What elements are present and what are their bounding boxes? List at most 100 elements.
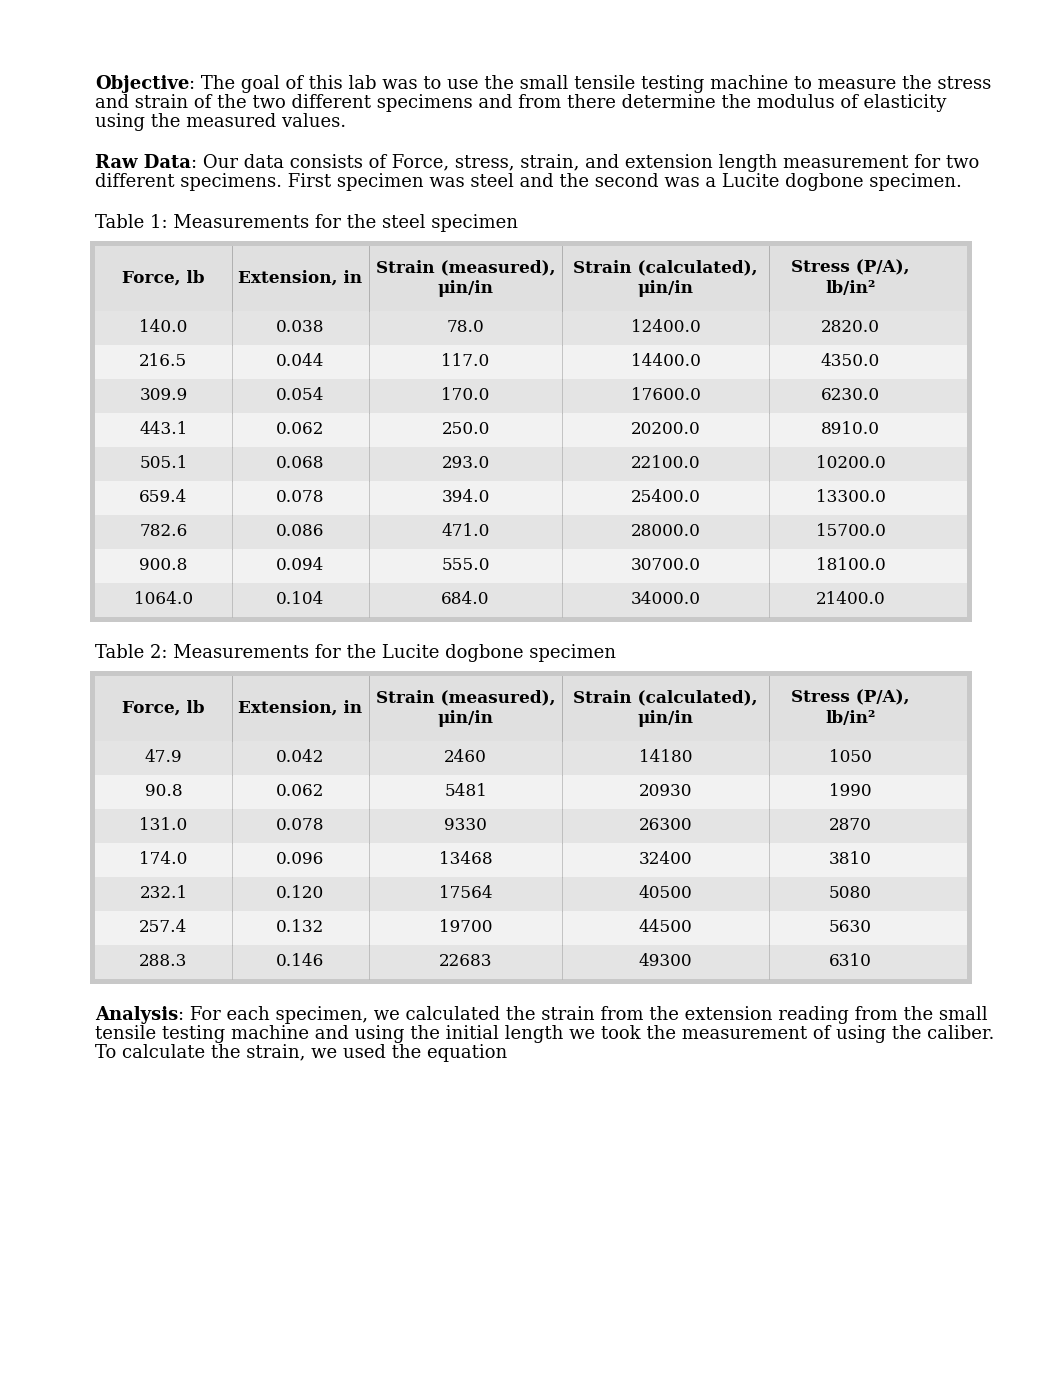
Text: 232.1: 232.1 [139,886,188,903]
Bar [95,549,967,583]
Text: 0.120: 0.120 [276,886,325,903]
Text: 30700.0: 30700.0 [631,557,701,575]
Text: 0.146: 0.146 [276,954,325,970]
Text: 2870: 2870 [829,817,872,834]
Text: 25400.0: 25400.0 [631,490,701,506]
Text: 117.0: 117.0 [442,354,490,370]
Text: 0.038: 0.038 [276,319,325,337]
Text: 2460: 2460 [444,750,487,766]
Text: 1064.0: 1064.0 [134,592,193,608]
Text: Extension, in: Extension, in [238,270,362,288]
Text: Table 1: Measurements for the steel specimen: Table 1: Measurements for the steel spec… [95,215,518,233]
Text: 10200.0: 10200.0 [816,455,886,472]
Text: : For each specimen, we calculated the strain from the extension reading from th: : For each specimen, we calculated the s… [178,1006,988,1024]
Text: Strain (calculated),
μin/in: Strain (calculated), μin/in [573,260,758,297]
Text: Objective: Objective [95,76,189,94]
Text: Stress (P/A),
lb/in²: Stress (P/A), lb/in² [791,260,910,297]
Text: 19700: 19700 [439,919,493,937]
Text: 26300: 26300 [639,817,692,834]
Text: 131.0: 131.0 [139,817,188,834]
Bar [95,775,967,809]
Bar [95,246,967,616]
Bar [95,583,967,616]
Text: 12400.0: 12400.0 [631,319,701,337]
Text: 394.0: 394.0 [442,490,490,506]
Text: Raw Data: Raw Data [95,154,191,172]
Text: 0.054: 0.054 [276,388,325,405]
Text: : Our data consists of Force, stress, strain, and extension length measurement f: : Our data consists of Force, stress, st… [191,154,979,172]
Text: 257.4: 257.4 [139,919,188,937]
Bar [95,809,967,843]
Text: 20200.0: 20200.0 [631,421,701,439]
Text: 250.0: 250.0 [442,421,490,439]
Bar [95,345,967,378]
Text: 0.086: 0.086 [276,523,325,541]
Text: 8910.0: 8910.0 [821,421,880,439]
Text: 782.6: 782.6 [139,523,188,541]
Text: 6230.0: 6230.0 [821,388,880,405]
Text: 0.042: 0.042 [276,750,325,766]
Text: 505.1: 505.1 [139,455,188,472]
Text: 0.132: 0.132 [276,919,325,937]
Text: 5630: 5630 [829,919,872,937]
Bar [95,877,967,911]
Text: 170.0: 170.0 [442,388,490,405]
Text: 216.5: 216.5 [139,354,188,370]
Text: 20930: 20930 [639,783,692,801]
Text: : The goal of this lab was to use the small tensile testing machine to measure t: : The goal of this lab was to use the sm… [189,76,992,94]
Bar [95,843,967,877]
Bar [95,482,967,515]
Text: 5481: 5481 [444,783,487,801]
Text: 40500: 40500 [639,886,692,903]
Text: 684.0: 684.0 [442,592,490,608]
Text: 0.094: 0.094 [276,557,325,575]
Text: Strain (measured),
μin/in: Strain (measured), μin/in [376,689,555,728]
Text: 140.0: 140.0 [139,319,188,337]
Text: 13300.0: 13300.0 [816,490,886,506]
Text: 174.0: 174.0 [139,852,188,868]
Bar [95,676,967,742]
Bar [95,515,967,549]
FancyBboxPatch shape [90,671,972,984]
Text: Force, lb: Force, lb [122,270,205,288]
Text: 1990: 1990 [829,783,872,801]
Text: 0.104: 0.104 [276,592,325,608]
Text: Strain (calculated),
μin/in: Strain (calculated), μin/in [573,689,758,728]
Text: 471.0: 471.0 [442,523,490,541]
Text: 9330: 9330 [444,817,487,834]
Text: 0.062: 0.062 [276,421,325,439]
Text: Strain (measured),
μin/in: Strain (measured), μin/in [376,260,555,297]
Text: 0.062: 0.062 [276,783,325,801]
Text: 49300: 49300 [639,954,692,970]
Text: using the measured values.: using the measured values. [95,113,346,131]
Text: 309.9: 309.9 [139,388,188,405]
Text: 28000.0: 28000.0 [631,523,701,541]
Text: Analysis: Analysis [95,1006,178,1024]
Text: 14400.0: 14400.0 [631,354,701,370]
Text: 78.0: 78.0 [447,319,484,337]
Text: and strain of the two different specimens and from there determine the modulus o: and strain of the two different specimen… [95,94,946,111]
Text: 900.8: 900.8 [139,557,188,575]
Text: 293.0: 293.0 [442,455,490,472]
Text: 288.3: 288.3 [139,954,188,970]
Text: 22683: 22683 [439,954,493,970]
Bar [95,742,967,775]
Text: 5080: 5080 [829,886,872,903]
Text: 443.1: 443.1 [139,421,188,439]
Text: 47.9: 47.9 [144,750,183,766]
Bar [95,246,967,311]
Bar [95,911,967,945]
Bar [95,378,967,413]
Text: 21400.0: 21400.0 [816,592,886,608]
Text: 22100.0: 22100.0 [631,455,701,472]
Text: 0.044: 0.044 [276,354,325,370]
Text: Force, lb: Force, lb [122,700,205,717]
Text: 32400: 32400 [639,852,692,868]
Text: 34000.0: 34000.0 [631,592,701,608]
Text: 17600.0: 17600.0 [631,388,701,405]
Text: 6310: 6310 [829,954,872,970]
Bar [95,413,967,447]
Text: 0.078: 0.078 [276,490,325,506]
Text: Stress (P/A),
lb/in²: Stress (P/A), lb/in² [791,689,910,728]
Text: Table 2: Measurements for the Lucite dogbone specimen: Table 2: Measurements for the Lucite dog… [95,644,616,662]
